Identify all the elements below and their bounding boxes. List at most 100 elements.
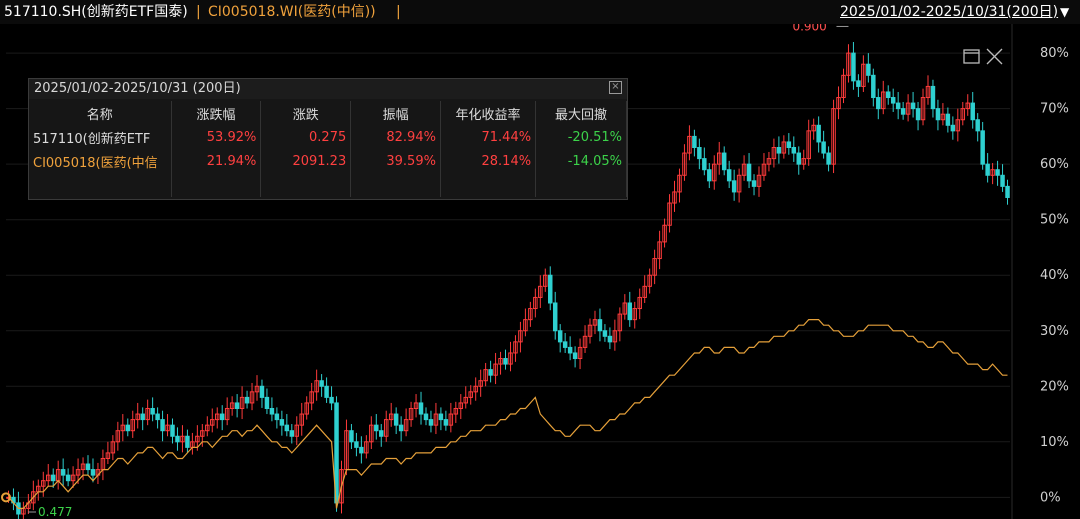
- candle-body: [324, 385, 329, 398]
- candle-body: [622, 302, 628, 315]
- candle-body: [80, 463, 86, 471]
- candle-body: [349, 430, 354, 443]
- candle-body: [219, 413, 225, 421]
- candle-body: [200, 430, 205, 437]
- candle-body: [637, 296, 642, 310]
- candle-body: [543, 274, 548, 287]
- change-pct-cell: 53.92%: [171, 125, 262, 149]
- candle-body: [130, 419, 135, 432]
- close-icon[interactable]: ×: [609, 81, 622, 94]
- annual-return-cell: 71.44%: [440, 125, 537, 149]
- compare-title[interactable]: CI005018.WI(医药(中信)): [208, 4, 376, 20]
- candle-body: [577, 346, 583, 360]
- row-name: CI005018(医药(中信: [29, 149, 172, 173]
- candle-body: [975, 119, 980, 132]
- candle-body: [786, 141, 792, 149]
- candle-body: [443, 419, 449, 426]
- candle-body: [831, 108, 836, 165]
- candle-body: [503, 358, 508, 365]
- candle-body: [910, 102, 916, 110]
- candle-body: [985, 163, 990, 176]
- candle-body: [31, 491, 36, 504]
- candle-body: [960, 108, 966, 121]
- candle-body: [229, 402, 235, 409]
- candle-body: [781, 141, 787, 154]
- chevron-down-icon[interactable]: ▼: [1060, 5, 1070, 19]
- candle-body: [567, 346, 573, 354]
- candle-body: [871, 74, 876, 99]
- candle-body: [697, 147, 702, 160]
- candle-body: [930, 85, 936, 110]
- candle-body: [160, 419, 165, 432]
- candle-body: [398, 424, 404, 432]
- candle-body: [682, 152, 687, 176]
- candle-body: [329, 396, 334, 404]
- candle-body: [627, 302, 633, 321]
- candle-body: [851, 52, 856, 82]
- amplitude-cell: 82.94%: [350, 125, 441, 149]
- candle-body: [513, 341, 518, 354]
- candle-body: [135, 413, 140, 421]
- candle-body: [741, 163, 747, 176]
- candle-body: [249, 391, 255, 404]
- candle-body: [811, 124, 816, 132]
- table-row[interactable]: CI005018(医药(中信 21.94% 2091.23 39.59% 28.…: [29, 149, 627, 173]
- candle-body: [150, 407, 155, 415]
- candle-body: [607, 335, 613, 343]
- candle-body: [771, 147, 777, 160]
- candle-body: [60, 469, 66, 476]
- candle-body: [304, 402, 309, 415]
- candle-body: [533, 296, 538, 310]
- candle-body: [279, 419, 285, 426]
- candle-body: [359, 446, 364, 454]
- date-range-selector[interactable]: 2025/01/02-2025/10/31(200日): [840, 4, 1059, 20]
- candle-body: [766, 158, 772, 165]
- candle-body: [65, 474, 71, 482]
- candle-body: [195, 435, 200, 443]
- candle-body: [597, 319, 603, 332]
- candle-body: [731, 180, 737, 193]
- security-title[interactable]: 517110.SH(创新药ETF国泰): [4, 4, 188, 20]
- row-name: 517110(创新药ETF: [29, 125, 172, 149]
- candle-body: [458, 402, 464, 409]
- candle-body: [692, 135, 697, 149]
- candle-body: [210, 419, 215, 426]
- candle-body: [155, 413, 160, 421]
- candle-body: [284, 424, 290, 432]
- candle-body: [707, 169, 712, 182]
- candle-body: [940, 113, 946, 121]
- candle-body: [50, 474, 56, 482]
- candle-body: [801, 158, 806, 165]
- table-row[interactable]: 517110(创新药ETF 53.92% 0.275 82.94% 71.44%…: [29, 125, 627, 149]
- index-line: [8, 319, 1008, 509]
- candle-body: [259, 385, 265, 398]
- candle-body: [234, 402, 240, 409]
- candle-body: [995, 169, 1000, 176]
- max-drawdown-cell: -14.05%: [535, 149, 627, 173]
- candle-body: [403, 419, 409, 432]
- annual-return-cell: 28.14%: [440, 149, 537, 173]
- candle-body: [846, 52, 851, 76]
- candle-body: [518, 330, 523, 343]
- close-icon[interactable]: [986, 48, 1003, 65]
- candle-body: [214, 413, 220, 421]
- candle-body: [721, 152, 727, 171]
- candle-body: [413, 402, 419, 409]
- y-tick-label: 10%: [1040, 435, 1069, 450]
- candle-body: [587, 324, 593, 337]
- candle-body: [264, 396, 270, 409]
- window-controls: [962, 47, 1008, 71]
- candle-body: [145, 407, 150, 421]
- candle-body: [408, 407, 414, 421]
- candle-body: [572, 352, 578, 360]
- candle-body: [687, 135, 692, 154]
- maximize-icon[interactable]: [963, 49, 980, 64]
- candle-body: [46, 474, 51, 482]
- y-tick-label: 60%: [1040, 157, 1069, 172]
- price-chart[interactable]: 0% 10% 20% 30% 40% 50% 60% 70% 80% 0.900 0.477: [0, 24, 1080, 519]
- candle-body: [41, 480, 46, 487]
- candle-body: [1005, 185, 1010, 198]
- candle-body: [592, 319, 598, 326]
- candle-body: [239, 396, 245, 409]
- candle-body: [478, 380, 483, 387]
